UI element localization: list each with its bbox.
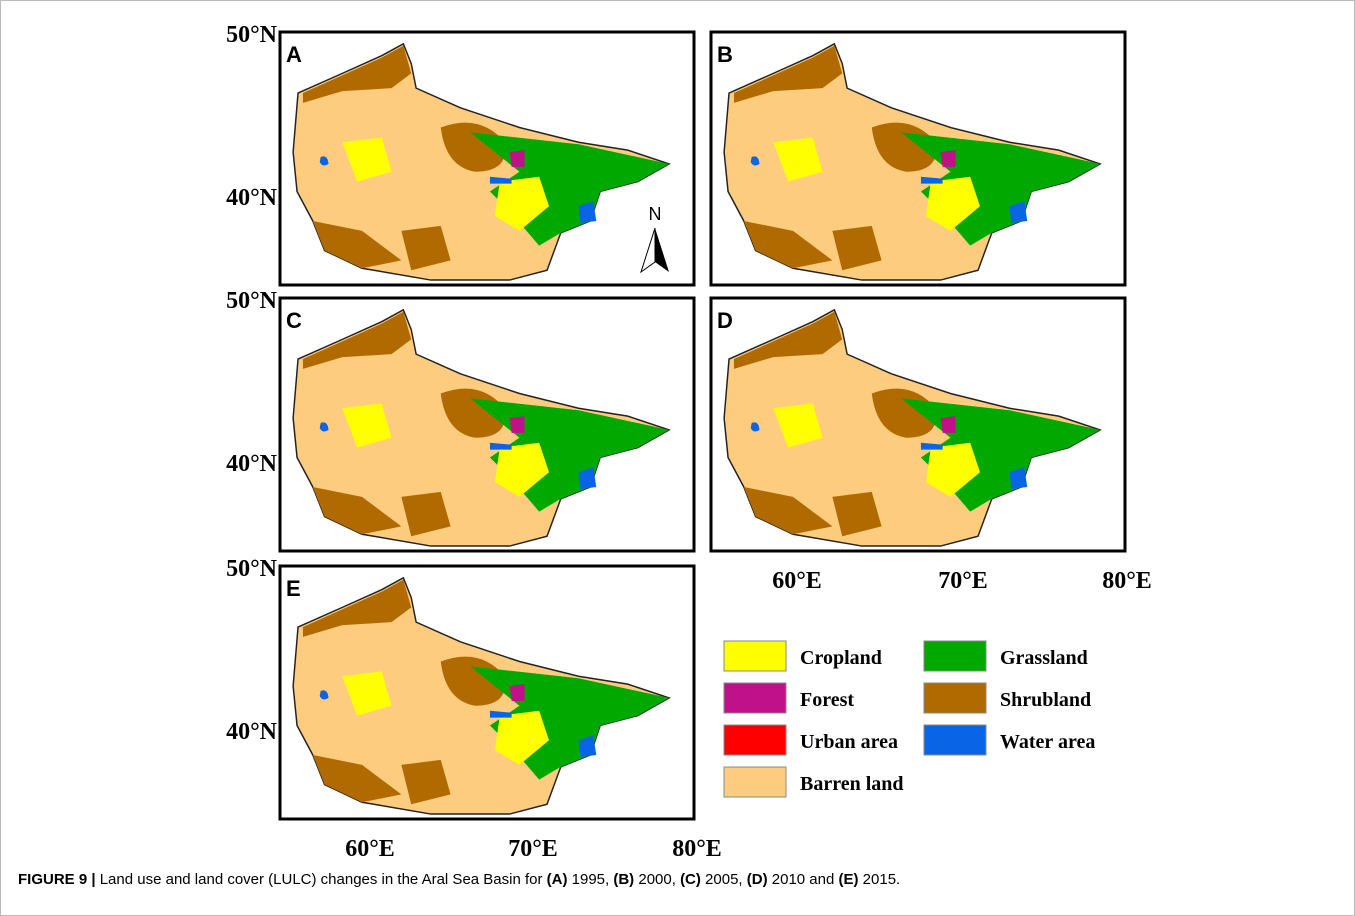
caption-text: 2000,	[634, 871, 680, 888]
legend-swatch	[924, 683, 986, 713]
caption-text: 2015.	[859, 871, 901, 888]
caption-text: (C)	[680, 871, 701, 888]
caption-text: Land use and land cover (LULC) changes i…	[96, 871, 547, 888]
caption-text: 2005,	[701, 871, 747, 888]
legend-swatch	[724, 725, 786, 755]
legend-label: Cropland	[800, 647, 882, 669]
caption-text: (A)	[547, 871, 568, 888]
caption-text: (E)	[839, 871, 859, 888]
panel-label: D	[717, 308, 733, 333]
legend-swatch	[724, 641, 786, 671]
panel-label: A	[286, 42, 302, 67]
panel-label: C	[286, 308, 302, 333]
legend-label: Forest	[800, 689, 854, 711]
lat-label: 40°N	[226, 451, 278, 477]
lon-label: 80°E	[672, 836, 722, 862]
legend-swatch	[924, 725, 986, 755]
lon-label: 60°E	[345, 836, 395, 862]
legend-swatch	[724, 683, 786, 713]
legend-label: Shrubland	[1000, 689, 1091, 711]
legend-label: Grassland	[1000, 647, 1088, 669]
lat-label: 50°N	[226, 288, 278, 314]
legend-swatch	[724, 767, 786, 797]
lat-label: 50°N	[226, 556, 278, 582]
lon-label: 60°E	[772, 568, 822, 594]
caption-text: (B)	[613, 871, 634, 888]
caption-text: 2010 and	[768, 871, 839, 888]
caption: FIGURE 9 | Land use and land cover (LULC…	[18, 871, 900, 888]
panel-label: B	[717, 42, 733, 67]
caption-text: (D)	[747, 871, 768, 888]
lat-label: 40°N	[226, 185, 278, 211]
legend-swatch	[924, 641, 986, 671]
lon-label: 70°E	[938, 568, 988, 594]
lat-label: 50°N	[226, 22, 278, 48]
legend-label: Water area	[1000, 731, 1095, 753]
north-label: N	[649, 204, 662, 224]
legend-label: Urban area	[800, 731, 898, 753]
lat-label: 40°N	[226, 719, 278, 745]
figure: A 50°N 40°N B C 50°N 40°N D E 50°N 40°N N 60°E 70°E 8…	[0, 0, 1355, 916]
lon-label: 70°E	[508, 836, 558, 862]
caption-label: FIGURE 9 |	[18, 871, 96, 888]
legend-label: Barren land	[800, 773, 904, 795]
panel-label: E	[286, 576, 301, 601]
lon-label: 80°E	[1102, 568, 1152, 594]
caption-text: 1995,	[567, 871, 613, 888]
